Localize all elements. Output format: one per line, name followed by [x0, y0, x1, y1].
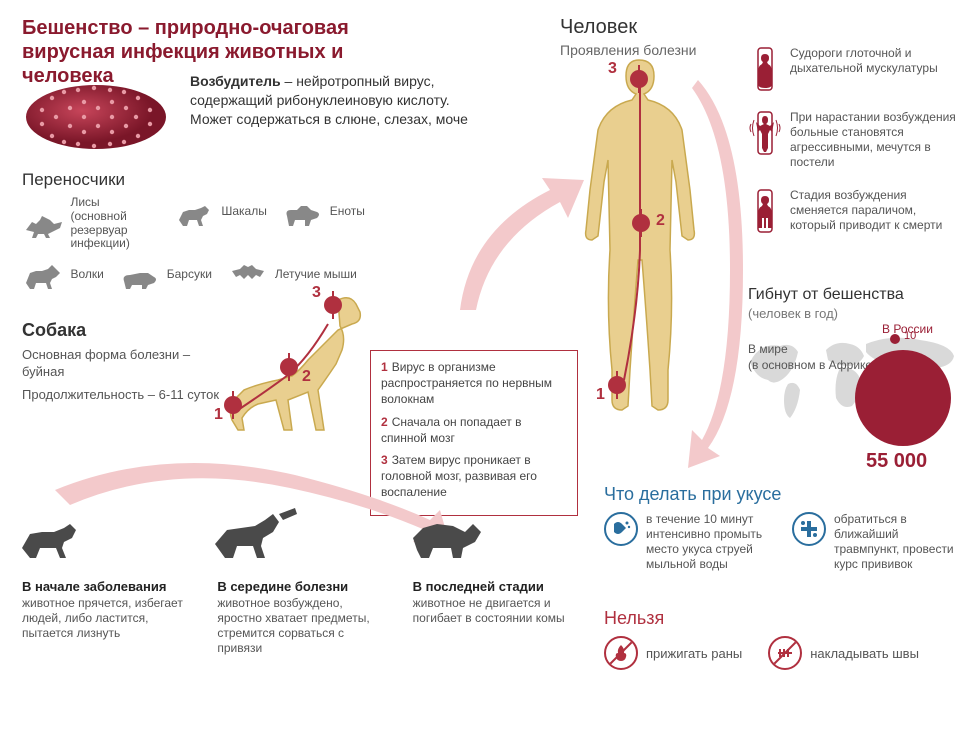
world-circle	[855, 350, 951, 446]
dog-marker-2	[280, 358, 298, 376]
pathogen-text: Возбудитель – нейротропный вирус, содерж…	[190, 72, 480, 129]
dog-marker-2-num: 2	[302, 368, 311, 386]
stage-3: В последней стадии животное не двигается…	[413, 570, 582, 656]
carrier-label: Волки	[70, 268, 103, 282]
stage-2: В середине болезни животное возбуждено, …	[217, 570, 386, 656]
deaths-subtitle: (человек в год)	[748, 306, 838, 321]
medical-icon	[792, 512, 826, 546]
bite-medical: обратиться в ближайший травмпункт, прове…	[792, 512, 962, 572]
human-marker-3-num: 3	[608, 60, 617, 78]
deaths-title: Гибнут от бешенства	[748, 286, 904, 304]
symptom-text: При нарастании возбуждения больные стано…	[790, 110, 958, 170]
human-marker-3	[630, 70, 648, 88]
stage-text: животное не двигается и погибает в состо…	[413, 596, 582, 626]
carrier-label: Лисы (основной резервуар инфекции)	[70, 196, 158, 251]
stage-1: В начале заболевания животное прячется, …	[22, 570, 191, 656]
human-marker-1	[608, 376, 626, 394]
stitch-icon	[768, 636, 802, 670]
stages-row: В начале заболевания животное прячется, …	[22, 570, 582, 656]
human-marker-1-num: 1	[596, 386, 605, 404]
bite-text: в течение 10 минут интенсивно промыть ме…	[646, 512, 774, 572]
dont-text: прижигать раны	[646, 646, 742, 661]
wash-icon	[604, 512, 638, 546]
bite-text: обратиться в ближайший травмпункт, прове…	[834, 512, 962, 572]
carrier-jackal: Шакалы	[173, 196, 267, 228]
stage-title: В начале заболевания	[22, 579, 191, 594]
carrier-label: Шакалы	[221, 205, 267, 219]
symptoms-list: Судороги глоточной и дыхательной мускула…	[748, 46, 958, 252]
stage-text: животное возбуждено, яростно хватает пре…	[217, 596, 386, 656]
dog-marker-1-num: 1	[214, 406, 223, 424]
dont-stitch: накладывать швы	[768, 636, 919, 670]
dog-marker-1	[224, 396, 242, 414]
bite-wash: в течение 10 минут интенсивно промыть ме…	[604, 512, 774, 572]
symptom-text: Судороги глоточной и дыхательной мускула…	[790, 46, 958, 76]
carrier-label: Еноты	[330, 205, 365, 219]
dont-text: накладывать швы	[810, 646, 919, 661]
stage-title: В последней стадии	[413, 579, 582, 594]
symptom-3: Стадия возбуждения сменяется параличом, …	[748, 188, 958, 234]
symptom-text: Стадия возбуждения сменяется параличом, …	[790, 188, 958, 233]
russia-number: 10	[904, 330, 916, 342]
bite-row: в течение 10 минут интенсивно промыть ме…	[604, 512, 962, 572]
symptom-1: Судороги глоточной и дыхательной мускула…	[748, 46, 958, 92]
pathogen-label: Возбудитель	[190, 73, 281, 89]
stage-text: животное прячется, избегает людей, либо …	[22, 596, 191, 641]
human-title: Человек	[560, 16, 637, 39]
carrier-wolf: Волки	[22, 259, 104, 291]
arrow-dog-to-human	[450, 170, 590, 320]
spread-text: Вирус в организме распространяется по не…	[381, 360, 552, 406]
human-marker-2	[632, 214, 650, 232]
dog-marker-3	[324, 296, 342, 314]
world-number: 55 000	[866, 450, 927, 473]
carrier-raccoon: Еноты	[281, 196, 365, 228]
stage-title: В середине болезни	[217, 579, 386, 594]
bite-title: Что делать при укусе	[604, 484, 781, 505]
dont-row: прижигать раны накладывать швы	[604, 636, 919, 670]
dont-title: Нельзя	[604, 608, 664, 629]
dog-marker-3-num: 3	[312, 284, 321, 302]
symptom-2: При нарастании возбуждения больные стано…	[748, 110, 958, 170]
human-marker-2-num: 2	[656, 212, 665, 230]
carrier-fox: Лисы (основной резервуар инфекции)	[22, 196, 158, 251]
spread-text: Сначала он попадает в спинной мозг	[381, 415, 521, 445]
dont-burn: прижигать раны	[604, 636, 742, 670]
virus-illustration	[22, 80, 170, 154]
fire-icon	[604, 636, 638, 670]
carriers-title: Переносчики	[22, 170, 125, 190]
